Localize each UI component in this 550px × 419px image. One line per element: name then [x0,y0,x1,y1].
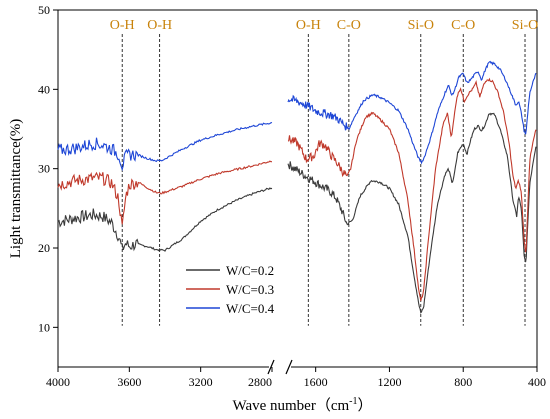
axis-break-slash [285,359,293,375]
x-tick-label: 1200 [377,375,401,389]
plot-frame [57,9,538,368]
legend-label: W/C=0.2 [226,263,274,278]
series-line [57,160,272,225]
y-tick-label: 10 [38,320,50,334]
y-tick-label: 40 [38,82,50,96]
legend: W/C=0.2 W/C=0.3 W/C=0.4 [186,263,275,316]
series-group [57,60,537,314]
x-axis-ticks: 4000 3600 3200 2800 1600 1200 800 400 [46,367,546,389]
band-label: Si-O [512,18,538,33]
y-tick-label: 30 [38,162,50,176]
band-labels: O-H O-H O-H C-O Si-O C-O Si-O [110,18,538,33]
x-tick-label: 800 [454,375,472,389]
y-tick-label: 50 [38,3,50,17]
axis-break-mark [267,359,293,375]
band-label: O-H [296,18,321,33]
band-label: O-H [110,18,135,33]
series-line [57,187,273,252]
y-axis-ticks: 10 20 30 40 50 [38,3,58,334]
axis-break-slash [267,359,275,375]
series-line [287,60,537,165]
band-label: C-O [451,18,475,33]
series-W/C=0.3 [57,77,537,302]
x-tick-label: 1600 [304,375,328,389]
x-tick-label: 3200 [189,375,213,389]
x-tick-label: 2800 [248,375,272,389]
series-W/C=0.4 [57,60,537,172]
legend-label: W/C=0.3 [226,282,274,297]
series-W/C=0.2 [57,112,537,314]
x-tick-label: 400 [528,375,546,389]
legend-label: W/C=0.4 [226,301,275,316]
y-axis-title: Light transmittance(%) [8,119,24,259]
x-tick-label: 4000 [46,375,70,389]
series-line [287,112,537,314]
band-label: C-O [337,18,361,33]
series-line [57,121,273,172]
y-tick-label: 20 [38,241,50,255]
band-label: O-H [147,18,172,33]
series-line [287,77,537,302]
band-label: Si-O [408,18,434,33]
x-axis-title: Wave number（cm-1） [232,396,372,414]
band-markers [121,34,526,326]
x-tick-label: 3600 [117,375,141,389]
